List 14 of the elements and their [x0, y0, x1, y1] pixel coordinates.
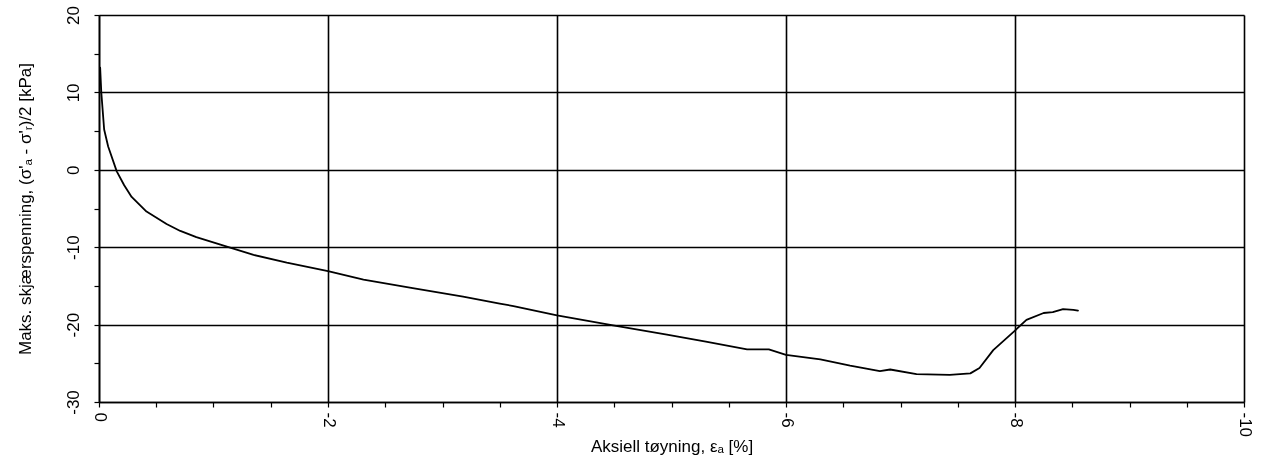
x-axis-title: Aksiell tøyning, εₐ [%] [590, 437, 754, 457]
y-tick-label: 20 [63, 6, 83, 25]
x-tick-label: -10 [1235, 412, 1255, 438]
y-tick-label: -30 [63, 390, 83, 415]
x-tick-label: -4 [548, 412, 568, 428]
y-tick-label: 10 [63, 83, 83, 103]
x-tick-label: -8 [1006, 412, 1026, 428]
y-tick-label: -20 [63, 312, 83, 338]
y-axis-title: Maks. skjærspenning, (σ'ₐ - σ'ᵣ)/2 [kPa] [15, 62, 35, 356]
x-tick-label: -6 [777, 412, 797, 428]
x-tick-label: 0 [90, 412, 110, 422]
y-tick-label: 0 [63, 165, 83, 176]
y-tick-label: -10 [63, 235, 83, 260]
x-tick-label: -2 [319, 412, 339, 428]
